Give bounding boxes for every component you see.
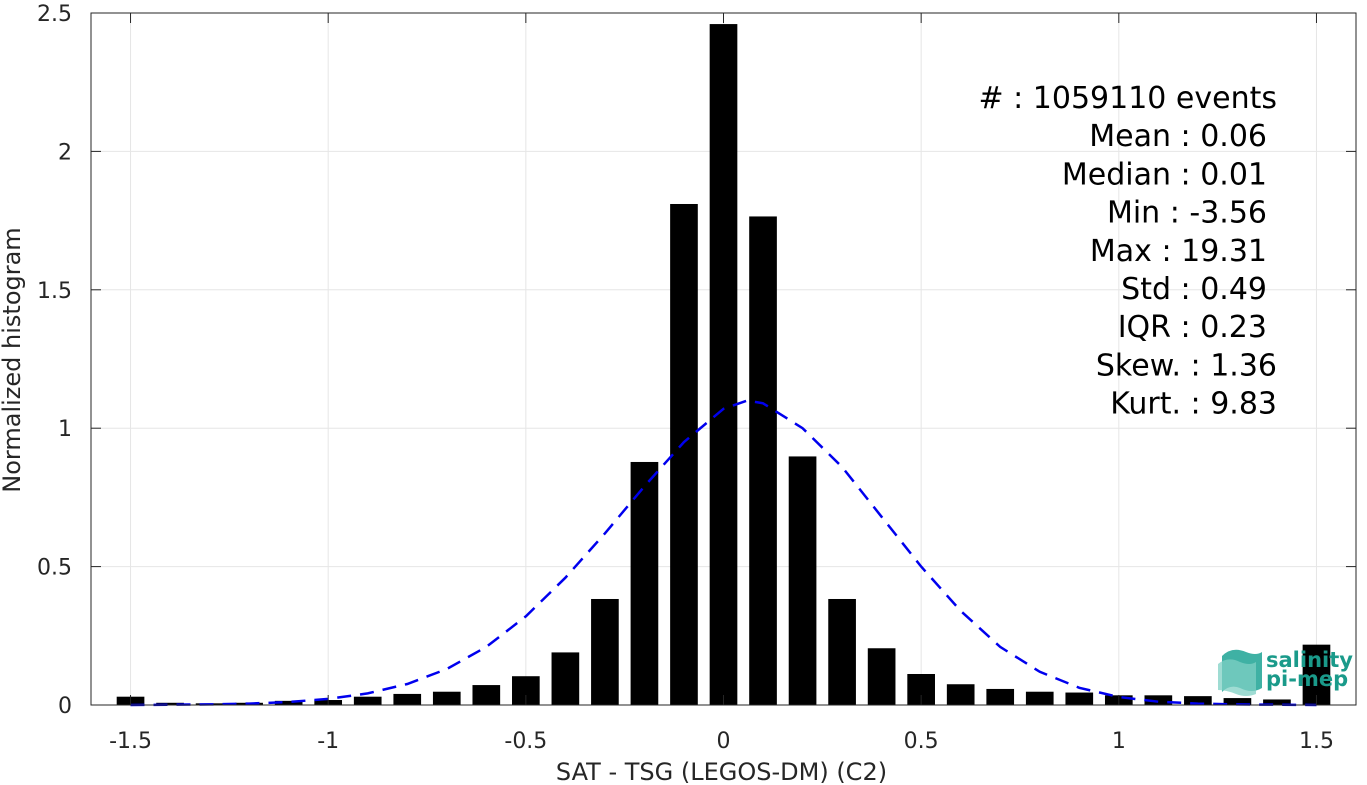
- histogram-bar: [1223, 698, 1252, 705]
- y-axis-label: Normalized histogram: [0, 227, 26, 492]
- histogram-bar: [274, 700, 303, 705]
- histogram-bar: [946, 684, 975, 705]
- histogram-bar: [828, 598, 856, 705]
- histogram-bar: [1263, 699, 1291, 705]
- histogram-bar: [591, 598, 619, 705]
- histogram-bar: [670, 203, 698, 705]
- stat-line: Std : 0.49: [1121, 272, 1267, 307]
- histogram-bar: [432, 691, 461, 705]
- x-tick-label: 0: [717, 729, 731, 754]
- gaussian-fit-curve: [130, 399, 1317, 707]
- histogram-bar: [986, 688, 1015, 705]
- histogram-bar: [472, 685, 501, 705]
- histogram-bar: [353, 696, 382, 705]
- histogram-bar: [1184, 696, 1212, 705]
- histogram-bar: [393, 693, 422, 705]
- logo-text-pimep: pi-mep: [1266, 667, 1348, 691]
- histogram-bar: [788, 456, 817, 705]
- y-tick-label: 1.5: [37, 279, 72, 304]
- stat-line: IQR : 0.23: [1118, 310, 1267, 345]
- y-tick-label: 0.5: [37, 556, 72, 581]
- histogram-bar: [867, 648, 896, 705]
- y-tick-labels: 0 0.5 1 1.5 2 2.5: [37, 2, 72, 719]
- x-tick-label: -1: [317, 729, 339, 754]
- x-tick-label: -0.5: [504, 729, 547, 754]
- stat-line: Median : 0.01: [1062, 157, 1267, 192]
- histogram-bar: [551, 652, 580, 705]
- axis-ticks: [91, 12, 1356, 706]
- stat-line: Max : 19.31: [1090, 234, 1267, 269]
- histogram-bars: [116, 24, 1331, 705]
- stat-line: Skew. : 1.36: [1096, 348, 1277, 383]
- y-tick-label: 0: [58, 694, 72, 719]
- histogram-bar: [156, 702, 184, 705]
- histogram-bar: [1065, 692, 1094, 705]
- x-tick-label: -1.5: [109, 729, 152, 754]
- y-tick-label: 2: [58, 140, 72, 165]
- histogram-bar: [749, 216, 777, 705]
- histogram-bar: [630, 461, 659, 705]
- histogram-bar: [709, 24, 738, 705]
- logo-text-salinity: salinity: [1266, 648, 1353, 672]
- histogram-bar: [1144, 695, 1173, 705]
- x-axis-label: SAT - TSG (LEGOS-DM) (C2): [556, 758, 887, 785]
- stat-line: Min : -3.56: [1107, 196, 1267, 231]
- x-tick-label: 1.5: [1299, 729, 1334, 754]
- x-tick-label: 1: [1112, 729, 1126, 754]
- histogram-bar: [1302, 644, 1331, 705]
- salinity-pimep-logo: salinity pi-mep: [1218, 648, 1353, 696]
- histogram-bar: [1025, 691, 1054, 705]
- y-tick-label: 1: [58, 417, 72, 442]
- x-tick-labels: -1.5 -1 -0.5 0 0.5 1 1.5: [109, 729, 1334, 754]
- stat-line: # : 1059110 events: [978, 81, 1277, 116]
- x-tick-label: 0.5: [904, 729, 939, 754]
- y-tick-label: 2.5: [37, 2, 72, 27]
- stat-line: Kurt. : 9.83: [1110, 387, 1277, 422]
- wave-icon: [1218, 649, 1262, 696]
- stat-line: Mean : 0.06: [1089, 119, 1267, 154]
